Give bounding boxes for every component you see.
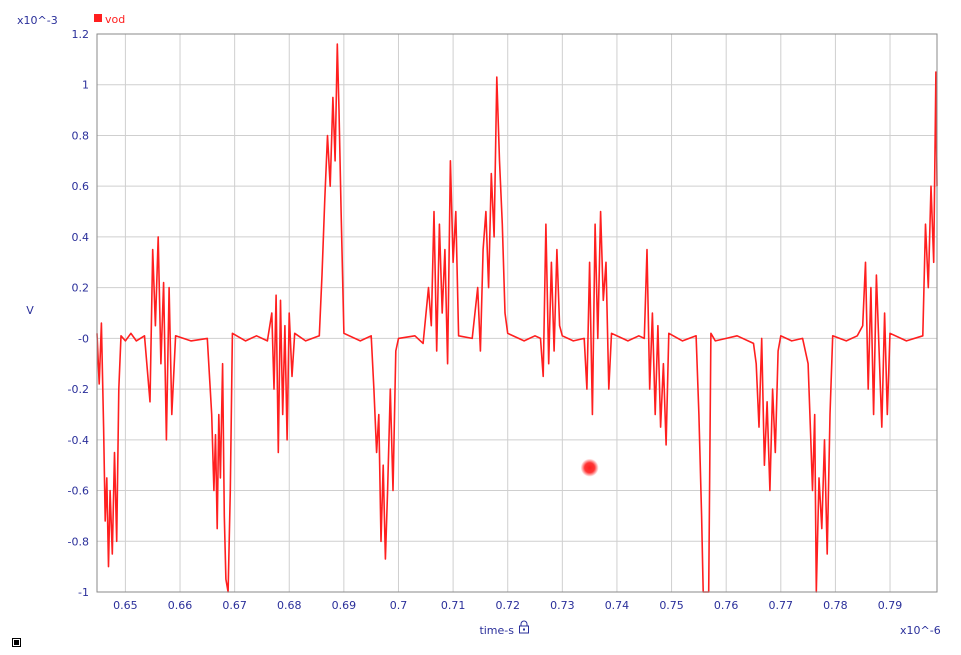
x-tick-label: 0.79 xyxy=(878,599,903,612)
series-line-vod xyxy=(96,43,938,593)
x-tick-label: 0.73 xyxy=(550,599,575,612)
gridlines xyxy=(97,33,937,593)
y-tick-label: -0 xyxy=(78,332,89,345)
x-tick-label: 0.72 xyxy=(495,599,520,612)
x-tick-label: 0.75 xyxy=(659,599,684,612)
y-tick-label: -0.6 xyxy=(68,485,89,498)
plot-area xyxy=(97,34,937,592)
annotations xyxy=(580,458,599,477)
y-tick-label: 0.4 xyxy=(72,231,90,244)
x-tick-label: 0.7 xyxy=(390,599,408,612)
x-axis-label-group: time-s xyxy=(479,620,529,637)
y-tick-label: 0.8 xyxy=(72,129,90,142)
y-exponent-label: x10^-3 xyxy=(17,14,58,27)
y-tick-label: 0.2 xyxy=(72,282,90,295)
x-tick-label: 0.67 xyxy=(222,599,247,612)
y-axis-label: V xyxy=(26,304,34,317)
x-tick-label: 0.69 xyxy=(332,599,357,612)
legend[interactable]: vod xyxy=(94,13,125,26)
lock-icon[interactable] xyxy=(519,620,529,634)
cursor-marker[interactable] xyxy=(580,458,599,477)
x-tick-label: 0.65 xyxy=(113,599,138,612)
y-tick-label: 1.2 xyxy=(72,28,90,41)
plot-frame xyxy=(96,33,938,593)
x-tick-label: 0.77 xyxy=(769,599,794,612)
x-tick-labels: 0.65 0.66 0.67 0.68 0.69 0.7 0.71 0.72 0.73 0.74 0… xyxy=(113,599,902,612)
x-tick-label: 0.78 xyxy=(823,599,848,612)
legend-label: vod xyxy=(105,13,125,26)
x-tick-label: 0.66 xyxy=(168,599,193,612)
y-tick-label: -0.4 xyxy=(68,434,89,447)
x-tick-label: 0.68 xyxy=(277,599,302,612)
legend-swatch xyxy=(94,14,102,22)
x-tick-label: 0.71 xyxy=(441,599,466,612)
y-tick-label: -0.2 xyxy=(68,383,89,396)
y-tick-label: 1 xyxy=(82,79,89,92)
x-tick-label: 0.74 xyxy=(605,599,630,612)
y-tick-label: -1 xyxy=(78,586,89,599)
resize-corner-icon[interactable] xyxy=(12,638,21,647)
x-tick-label: 0.76 xyxy=(714,599,739,612)
x-axis-label: time-s xyxy=(479,624,514,637)
series-vod xyxy=(96,43,938,593)
y-tick-label: -0.8 xyxy=(68,535,89,548)
y-tick-labels: -1 -0.8 -0.6 -0.4 -0.2 -0 0.2 0.4 0.6 0.8 1 1.2 xyxy=(68,28,89,599)
x-exponent-label: x10^-6 xyxy=(900,624,941,637)
y-tick-label: 0.6 xyxy=(72,180,90,193)
